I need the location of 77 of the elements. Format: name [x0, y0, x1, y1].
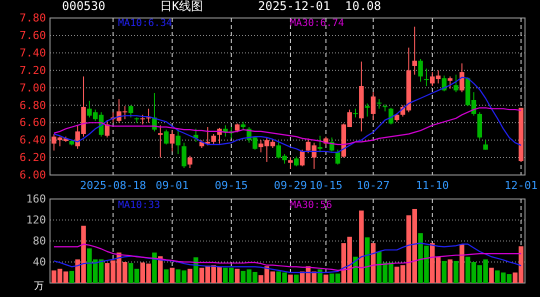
bar — [442, 260, 447, 283]
x-tick-label: 09-01 — [156, 179, 189, 192]
candlestick — [370, 92, 376, 121]
candlestick — [182, 142, 186, 169]
candlestick — [448, 76, 452, 90]
x-tick-label: 10-15 — [309, 179, 342, 192]
x-tick-label: 12-01 — [504, 179, 538, 192]
candlestick — [170, 130, 175, 152]
x-tick-label: 09-29 — [274, 179, 308, 192]
candlestick — [353, 108, 358, 118]
candlestick — [288, 157, 293, 170]
bar — [288, 274, 293, 283]
bar — [69, 270, 74, 283]
candlestick — [318, 135, 322, 153]
bar — [234, 268, 240, 283]
candlestick — [477, 112, 482, 140]
x-tick-label: 10-27 — [356, 179, 390, 192]
candlestick — [454, 74, 458, 93]
bar — [364, 237, 370, 283]
text: 10.08 — [345, 0, 382, 13]
y-tick-label: 7.40 — [20, 46, 46, 60]
candlestick — [424, 68, 429, 87]
candlestick — [211, 134, 216, 145]
bar — [318, 269, 322, 283]
candlestick — [158, 124, 163, 158]
candlestick — [146, 108, 151, 124]
candlestick — [176, 129, 180, 155]
y-axis-title: 万 — [34, 281, 44, 292]
y-tick-label: 7.60 — [20, 28, 46, 42]
bar — [324, 274, 328, 283]
y-tick-label: 120 — [26, 214, 46, 227]
bar — [170, 268, 175, 283]
y-tick-label: 7.20 — [20, 64, 46, 77]
candlestick — [188, 155, 192, 169]
candlestick — [164, 129, 169, 145]
text: MA30:56 — [290, 200, 332, 211]
bar — [489, 268, 494, 283]
candlestick — [300, 149, 305, 167]
candlestick — [335, 149, 340, 166]
bar — [353, 256, 358, 283]
candlestick — [294, 156, 299, 167]
candlestick — [128, 104, 134, 118]
y-tick-label: 7.80 — [20, 12, 46, 25]
text: 2025-12-01 — [258, 0, 330, 13]
text: 日K线图 — [160, 0, 204, 13]
candlestick — [418, 58, 423, 82]
y-tick-label: 6.00 — [20, 168, 46, 182]
x-tick-label: 2025-08-18 — [80, 179, 146, 192]
candlestick — [388, 107, 394, 125]
candlestick — [364, 102, 370, 118]
bar — [294, 274, 299, 283]
text: MA30:6.74 — [290, 18, 344, 29]
text: MA10:6.34 — [118, 18, 172, 29]
bar — [460, 244, 464, 283]
candlestick — [460, 62, 464, 93]
y-tick-label: 160 — [26, 192, 46, 206]
x-tick-label: 11-10 — [416, 179, 449, 192]
y-tick-label: 6.60 — [20, 116, 46, 130]
y-tick-label: 7.00 — [20, 81, 46, 94]
bar — [448, 259, 452, 283]
y-tick-label: 6.40 — [20, 134, 46, 147]
bar — [359, 210, 364, 283]
bar — [164, 269, 169, 283]
x-tick-label: 09-15 — [214, 179, 248, 192]
bar — [370, 243, 376, 283]
bar — [188, 268, 192, 283]
candlestick — [412, 26, 417, 76]
y-tick-label: 80 — [32, 234, 46, 248]
y-tick-label: 6.80 — [20, 98, 46, 112]
candlestick — [140, 114, 146, 125]
y-tick-label: 40 — [32, 256, 46, 269]
bar — [454, 260, 458, 283]
chart-title: 000530 — [62, 0, 106, 13]
text: MA10:33 — [118, 200, 160, 211]
bar — [152, 252, 157, 283]
y-tick-label: 6.20 — [20, 151, 46, 164]
candlestick — [376, 98, 382, 110]
